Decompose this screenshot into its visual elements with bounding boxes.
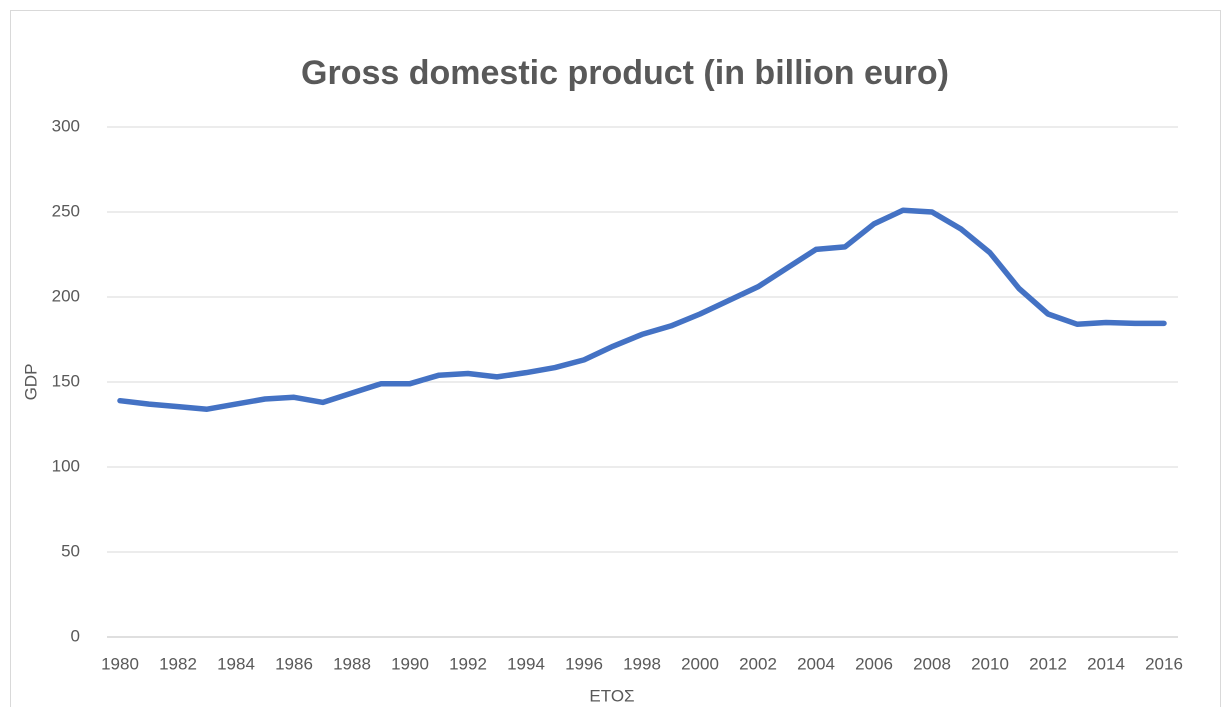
y-tick-label: 100 [52, 456, 80, 475]
x-tick-label: 2002 [739, 654, 777, 673]
x-tick-label: 2010 [971, 654, 1009, 673]
y-axis-title: GDP [21, 364, 40, 401]
x-tick-label: 2006 [855, 654, 893, 673]
x-tick-label: 1996 [565, 654, 603, 673]
x-tick-label: 2008 [913, 654, 951, 673]
y-tick-label: 150 [52, 371, 80, 390]
x-tick-label: 2004 [797, 654, 835, 673]
x-tick-label: 1988 [333, 654, 371, 673]
y-tick-label: 50 [61, 541, 80, 560]
x-tick-label: 1994 [507, 654, 545, 673]
y-tick-label: 300 [52, 116, 80, 135]
x-tick-label: 1980 [101, 654, 139, 673]
x-tick-label: 2000 [681, 654, 719, 673]
x-tick-label: 2012 [1029, 654, 1067, 673]
x-tick-label: 2014 [1087, 654, 1125, 673]
x-tick-label: 1990 [391, 654, 429, 673]
x-tick-label: 1986 [275, 654, 313, 673]
x-tick-label: 1982 [159, 654, 197, 673]
data-line [117, 207, 1167, 412]
x-tick-label: 2016 [1145, 654, 1183, 673]
x-axis-title: ΕΤΟΣ [589, 686, 634, 705]
chart-title: Gross domestic product (in billion euro) [301, 54, 949, 92]
chart-border [10, 10, 1221, 707]
x-tick-label: 1992 [449, 654, 487, 673]
y-tick-label: 250 [52, 201, 80, 220]
x-tick-label: 1984 [217, 654, 255, 673]
x-tick-label: 1998 [623, 654, 661, 673]
y-tick-label: 0 [71, 626, 80, 645]
y-tick-label: 200 [52, 286, 80, 305]
